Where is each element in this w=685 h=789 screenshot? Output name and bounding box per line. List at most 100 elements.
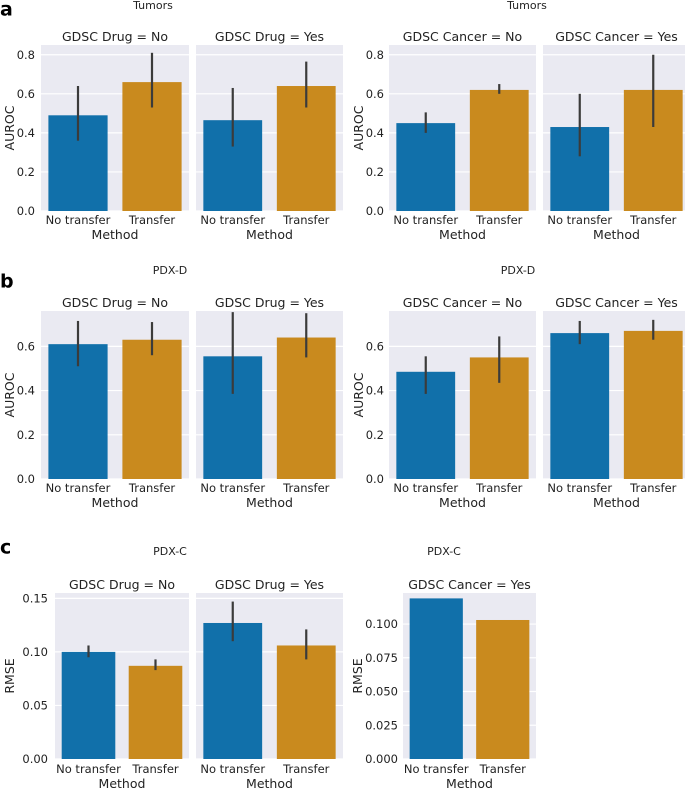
facet-0: GDSC Cancer = No No transfer TransferMetho… <box>389 29 536 242</box>
y-tick-label: 0.4 <box>17 384 35 398</box>
y-tick-label: 0.00 <box>22 752 48 766</box>
facet-title: GDSC Drug = No <box>62 295 168 310</box>
panel-suptitle: PDX-C <box>153 545 187 558</box>
x-tick-label: No transfer <box>393 213 458 227</box>
bar-transfer <box>122 339 182 479</box>
x-tick-label: No transfer <box>200 762 265 776</box>
x-axis-label: Method <box>593 227 640 242</box>
panel-suptitle: PDX-C <box>427 545 461 558</box>
y-tick-label: 0.050 <box>365 685 398 699</box>
panel-suptitle: PDX-D <box>153 264 188 277</box>
x-axis-label: Method <box>446 776 493 789</box>
y-tick-label: 0.0 <box>17 204 35 218</box>
panel-suptitle: PDX-D <box>501 264 536 277</box>
x-tick-label: Transfer <box>128 481 176 495</box>
x-tick-label: No transfer <box>393 481 458 495</box>
facet-title: GDSC Cancer = Yes <box>555 29 678 44</box>
x-tick-label: No transfer <box>547 213 612 227</box>
y-tick-label: 0.0 <box>17 472 35 486</box>
y-tick-label: 0.8 <box>366 48 384 62</box>
panel-letter: c <box>0 537 11 559</box>
x-tick-label: Transfer <box>282 213 330 227</box>
y-tick-label: 0.2 <box>17 165 35 179</box>
x-tick-label: Transfer <box>479 762 527 776</box>
x-tick-label: No transfer <box>56 762 121 776</box>
x-tick-label: Transfer <box>282 481 330 495</box>
x-tick-label: No transfer <box>200 213 265 227</box>
facet-title: GDSC Cancer = No <box>403 295 522 310</box>
y-tick-label: 0.4 <box>366 384 384 398</box>
chart-group-4: c PDX-C RMSE 0.00 0.05 0.10 0.15 GDSC Drug = No… <box>0 537 343 789</box>
y-tick-label: 0.15 <box>22 591 48 605</box>
bar-transfer <box>469 89 529 211</box>
y-tick-label: 0.4 <box>17 126 35 140</box>
panel-letter: a <box>0 0 13 21</box>
x-tick-label: Transfer <box>475 481 523 495</box>
y-axis-label: AUROC <box>2 105 17 150</box>
facet-title: GDSC Cancer = No <box>403 29 522 44</box>
y-tick-label: 0.000 <box>365 752 398 766</box>
x-axis-label: Method <box>99 776 146 789</box>
x-tick-label: Transfer <box>128 213 176 227</box>
y-tick-label: 0.6 <box>17 339 35 353</box>
y-tick-label: 0.6 <box>366 339 384 353</box>
x-tick-label: No transfer <box>46 481 111 495</box>
x-axis-label: Method <box>439 227 486 242</box>
y-tick-label: 0.10 <box>22 645 48 659</box>
chart-group-2: b PDX-D AUROC 0.0 0.2 0.4 0.6 GDSC Drug = No No … <box>0 264 343 510</box>
bar-transfer <box>276 337 336 479</box>
y-tick-label: 0.025 <box>365 718 398 732</box>
x-tick-label: Transfer <box>629 481 677 495</box>
panel-suptitle: Tumors <box>132 0 173 12</box>
bar-transfer <box>476 619 530 759</box>
facet-title: GDSC Drug = No <box>62 29 168 44</box>
facet-title: GDSC Drug = No <box>69 577 175 592</box>
y-axis-label: AUROC <box>2 372 17 417</box>
y-tick-label: 0.0 <box>366 472 384 486</box>
bar-no-transfer <box>409 598 463 759</box>
facet-0: GDSC Cancer = No No transfer TransferMetho… <box>389 295 536 510</box>
y-tick-label: 0.2 <box>366 428 384 442</box>
y-tick-label: 0.4 <box>366 126 384 140</box>
bar-transfer <box>276 645 336 759</box>
y-tick-label: 0.2 <box>17 428 35 442</box>
y-axis-label: AUROC <box>351 105 366 150</box>
facet-title: GDSC Cancer = Yes <box>408 577 531 592</box>
y-axis-label: RMSE <box>350 658 365 693</box>
x-axis-label: Method <box>593 495 640 510</box>
facet-0: GDSC Cancer = Yes No transfer TransferMeth… <box>403 577 536 789</box>
panel-suptitle: Tumors <box>506 0 547 12</box>
x-axis-label: Method <box>92 227 139 242</box>
bar-no-transfer <box>61 651 116 759</box>
bar-no-transfer <box>48 344 108 479</box>
y-tick-label: 0.0 <box>366 204 384 218</box>
x-axis-label: Method <box>246 495 293 510</box>
facet-title: GDSC Drug = Yes <box>215 295 324 310</box>
y-tick-label: 0.6 <box>366 87 384 101</box>
x-tick-label: Transfer <box>475 213 523 227</box>
facet-1: GDSC Cancer = Yes No transfer TransferMeth… <box>543 29 685 242</box>
y-tick-label: 0.075 <box>365 651 398 665</box>
x-axis-label: Method <box>439 495 486 510</box>
panel-letter: b <box>0 271 14 293</box>
x-tick-label: Transfer <box>282 762 330 776</box>
y-tick-label: 0.05 <box>22 698 48 712</box>
y-tick-label: 0.100 <box>365 617 398 631</box>
x-tick-label: Transfer <box>131 762 179 776</box>
bar-no-transfer <box>203 622 263 759</box>
x-tick-label: No transfer <box>46 213 111 227</box>
y-tick-label: 0.8 <box>17 48 35 62</box>
y-axis-label: RMSE <box>2 658 17 693</box>
x-tick-label: No transfer <box>547 481 612 495</box>
facet-title: GDSC Cancer = Yes <box>555 295 678 310</box>
x-axis-label: Method <box>92 495 139 510</box>
chart-group-0: a Tumors AUROC 0.0 0.2 0.4 0.6 0.8 GDSC Drug = N… <box>0 0 343 242</box>
bar-no-transfer <box>396 123 456 211</box>
y-axis-label: AUROC <box>351 372 366 417</box>
chart-group-1: Tumors AUROC 0.0 0.2 0.4 0.6 0.8 GDSC Cancer = … <box>351 0 685 242</box>
facet-1: GDSC Cancer = Yes No transfer TransferMeth… <box>543 295 685 510</box>
